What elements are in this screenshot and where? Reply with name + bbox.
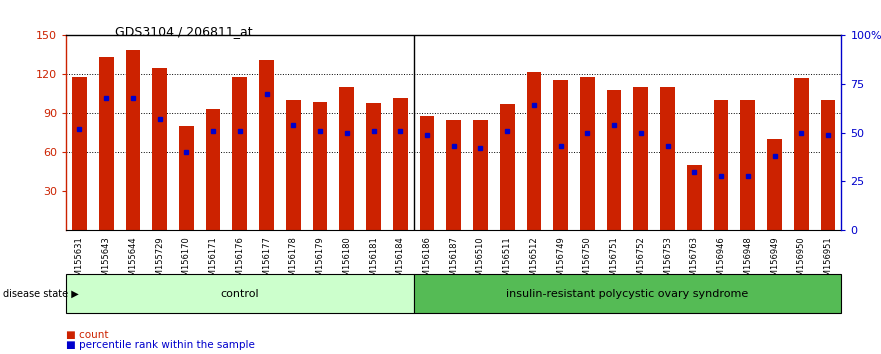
Bar [500,104,515,230]
Text: ■ percentile rank within the sample: ■ percentile rank within the sample [66,341,255,350]
Bar [794,78,809,230]
Bar [419,116,434,230]
Text: GDS3104 / 206811_at: GDS3104 / 206811_at [115,25,252,38]
Bar [607,90,621,230]
Bar [99,57,114,230]
Bar [580,77,595,230]
Bar [179,126,194,230]
Text: control: control [220,289,259,299]
Bar [206,109,220,230]
Bar [660,87,675,230]
Bar [233,77,248,230]
Text: insulin-resistant polycystic ovary syndrome: insulin-resistant polycystic ovary syndr… [507,289,749,299]
Bar [820,100,835,230]
Bar [447,120,461,230]
Bar [767,139,781,230]
Bar [687,165,701,230]
Bar [473,120,488,230]
Bar [740,100,755,230]
Bar [714,100,729,230]
Bar [259,60,274,230]
Bar [72,77,87,230]
Text: ■ count: ■ count [66,330,108,340]
Bar [339,87,354,230]
Bar [553,80,568,230]
Bar [126,50,140,230]
Bar [527,72,541,230]
Bar [393,98,408,230]
Bar [286,100,300,230]
Bar [313,102,328,230]
Bar [152,68,167,230]
Bar [633,87,648,230]
Bar [366,103,381,230]
Text: disease state ▶: disease state ▶ [3,289,78,299]
